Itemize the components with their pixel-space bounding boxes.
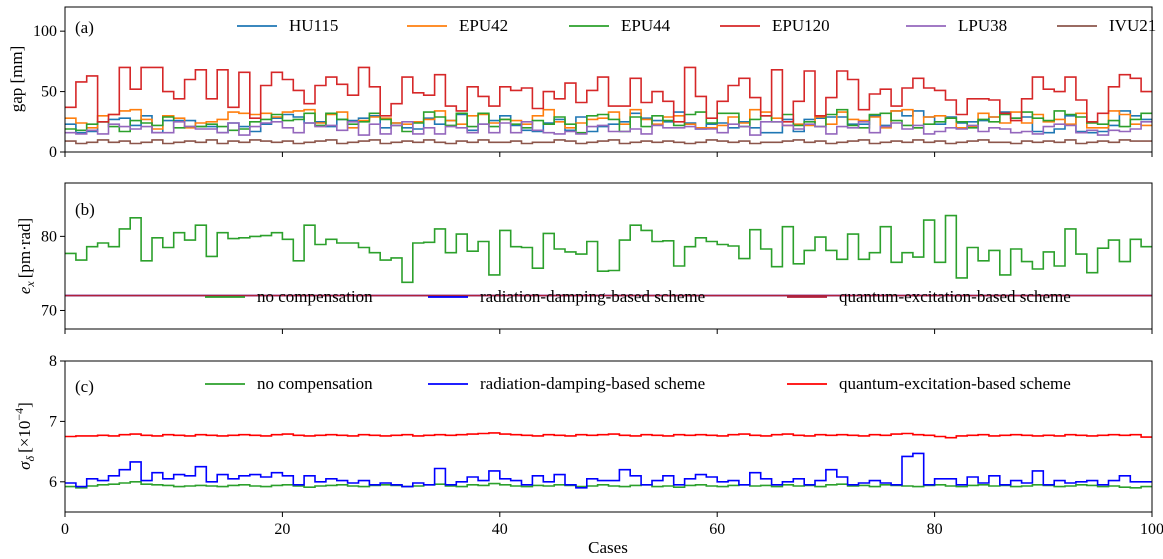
x-tick-label-0: 0 xyxy=(61,521,69,538)
y-tick-label-70: 70 xyxy=(41,302,57,319)
panel-c-label: (c) xyxy=(75,377,94,396)
panel-b-ticks: 70 80 xyxy=(41,228,1153,334)
panel-c-ticks: 0 20 40 60 80 100 6 7 8 xyxy=(49,353,1163,538)
y-tick-label-80: 80 xyxy=(41,228,57,245)
y-tick-label-6: 6 xyxy=(49,474,57,491)
series-radiation-damping-based-scheme xyxy=(65,452,1152,489)
series-no-compensation xyxy=(65,214,1152,284)
panel-c-ylabel: σδ[×10−4] xyxy=(12,402,37,470)
panel-b-legend: no compensation radiation-damping-based s… xyxy=(205,287,1071,306)
x-tick-label-100: 100 xyxy=(1140,521,1163,538)
y-tick-label-7: 7 xyxy=(49,413,57,430)
series-lpu38 xyxy=(65,121,1152,136)
x-tick-label-80: 80 xyxy=(927,521,943,538)
legend-label-radiation-damping-based-scheme: radiation-damping-based scheme xyxy=(480,374,705,393)
panel-b-frame xyxy=(64,182,1153,330)
panel-c-series xyxy=(65,432,1152,489)
panel-a-series xyxy=(65,66,1152,145)
legend-label-quantum-excitation-based-scheme: quantum-excitation-based scheme xyxy=(839,287,1071,306)
panel-b-label: (b) xyxy=(75,200,95,219)
series-epu120 xyxy=(65,66,1152,123)
panel-a: 0 50 100 (a) HU115 EPU42 EPU44 EPU120 LPU38 IVU… xyxy=(7,6,1156,161)
x-tick-label-40: 40 xyxy=(492,521,508,538)
panel-c-legend: no compensation radiation-damping-based s… xyxy=(205,374,1071,393)
panel-a-ticks: 0 50 100 xyxy=(33,23,1153,161)
panel-a-ylabel: gap [mm] xyxy=(7,46,26,113)
panel-c-frame xyxy=(64,360,1153,513)
x-axis-label: Cases xyxy=(588,538,628,557)
legend-label-hu115: HU115 xyxy=(289,16,338,35)
legend-label-epu42: EPU42 xyxy=(459,16,508,35)
panel-b-series xyxy=(65,214,1152,297)
y-tick-label-0: 0 xyxy=(49,144,57,161)
y-tick-label-50: 50 xyxy=(41,84,57,101)
y-tick-label-8: 8 xyxy=(49,353,57,370)
legend-label-no-compensation: no compensation xyxy=(257,374,373,393)
series-epu44 xyxy=(65,108,1152,134)
y-tick-label-100: 100 xyxy=(33,23,57,40)
series-quantum-excitation-based-scheme xyxy=(65,432,1152,439)
legend-label-quantum-excitation-based-scheme: quantum-excitation-based scheme xyxy=(839,374,1071,393)
legend-label-lpu38: LPU38 xyxy=(958,16,1007,35)
panel-a-label: (a) xyxy=(75,18,94,37)
panel-a-frame xyxy=(64,6,1153,153)
x-tick-label-20: 20 xyxy=(274,521,290,538)
legend-label-no-compensation: no compensation xyxy=(257,287,373,306)
x-tick-label-60: 60 xyxy=(709,521,725,538)
legend-label-ivu21: IVU21 xyxy=(1109,16,1156,35)
panel-b: 70 80 (b) no compensation radiation-dampin… xyxy=(15,182,1153,334)
panel-b-ylabel: ex[pm·rad] xyxy=(15,218,37,294)
legend-label-epu120: EPU120 xyxy=(772,16,830,35)
legend-label-radiation-damping-based-scheme: radiation-damping-based scheme xyxy=(480,287,705,306)
panel-c: 0 20 40 60 80 100 6 7 8 (c) no compensation radia… xyxy=(12,353,1163,557)
legend-label-epu44: EPU44 xyxy=(621,16,671,35)
series-no-compensation xyxy=(65,481,1152,489)
series-ivu21 xyxy=(65,139,1152,145)
panel-a-legend: HU115 EPU42 EPU44 EPU120 LPU38 IVU21 xyxy=(237,16,1156,35)
